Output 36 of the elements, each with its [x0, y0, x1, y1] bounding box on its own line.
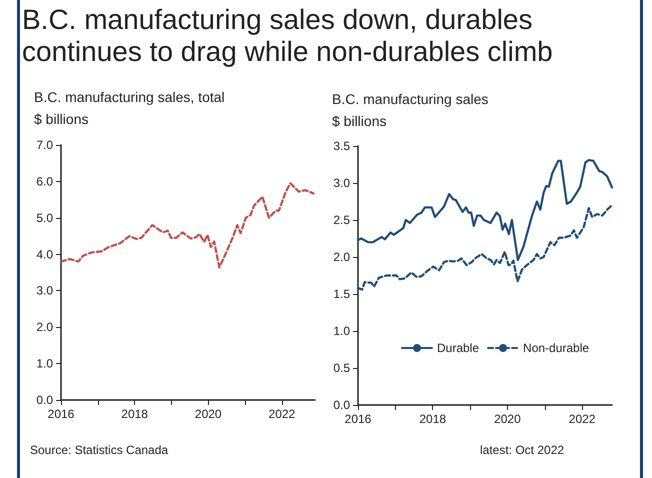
y-tick-label: 2.0 — [333, 250, 350, 264]
y-tick-label: 0.0 — [36, 393, 54, 407]
y-tick-label: 3.0 — [36, 284, 54, 298]
y-tick-label: 0.0 — [333, 398, 350, 412]
line-series — [356, 158, 614, 262]
x-tick-label: 2018 — [419, 412, 446, 426]
y-tick-label: 0.5 — [333, 361, 350, 375]
line-series — [356, 204, 614, 291]
x-tick-label: 2020 — [194, 407, 222, 421]
y-axis-title: $ billions — [34, 111, 88, 127]
legend-label: Non-durable — [523, 341, 590, 355]
legend-label: Durable — [437, 341, 480, 355]
y-tick-label: 1.0 — [36, 356, 54, 371]
x-tick-label: 2016 — [48, 407, 75, 421]
y-tick-label: 3.5 — [333, 139, 350, 153]
x-tick-label: 2016 — [344, 412, 372, 426]
x-tick-label: 2022 — [568, 412, 596, 426]
x-tick-label: 2020 — [494, 412, 522, 426]
chart-title: B.C. manufacturing sales down, durables continues to drag while non-durables climb — [22, 4, 554, 68]
line-series — [60, 182, 315, 268]
y-tick-label: 7.0 — [36, 138, 54, 152]
chart-subtitle: B.C. manufacturing sales — [332, 91, 488, 107]
y-tick-label: 3.0 — [333, 176, 350, 190]
x-tick-label: 2022 — [268, 407, 296, 421]
y-tick-label: 1.0 — [333, 324, 350, 338]
x-tick-label: 2018 — [121, 407, 148, 421]
y-tick-label: 2.5 — [333, 213, 350, 227]
y-tick-label: 2.0 — [36, 320, 54, 334]
source-note: Source: Statistics Canada — [30, 443, 168, 457]
y-axis-title: $ billions — [332, 113, 386, 129]
y-tick-label: 5.0 — [36, 210, 54, 225]
y-tick-label: 6.0 — [36, 174, 54, 188]
y-tick-label: 1.5 — [333, 287, 350, 301]
text: latest: Oct 2022 — [480, 443, 564, 457]
chart-subtitle: B.C. manufacturing sales, total — [34, 89, 225, 105]
y-tick-label: 4.0 — [36, 247, 54, 262]
